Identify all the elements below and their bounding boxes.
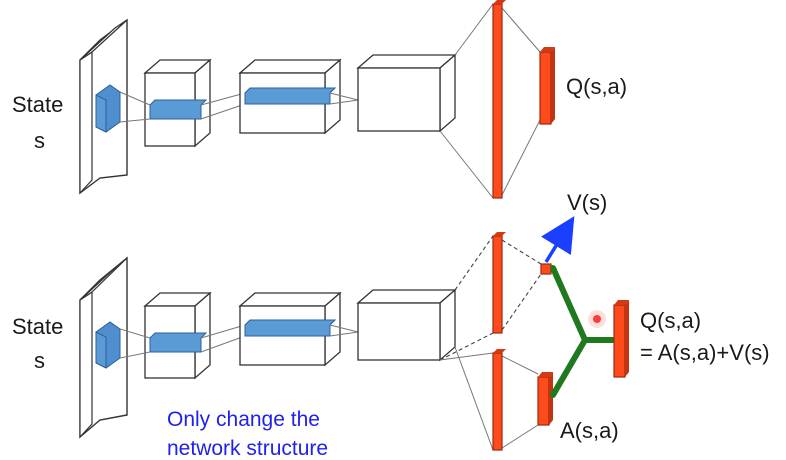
top-conv-block-2 bbox=[238, 58, 342, 135]
value-arrow bbox=[541, 216, 575, 263]
advantage-label: A(s,a) bbox=[560, 418, 619, 443]
top-network: State s Q(s,a) bbox=[12, 0, 627, 199]
top-conv-block-1 bbox=[143, 58, 212, 148]
bottom-advantage-stream-lines bbox=[439, 346, 539, 451]
bottom-input-filter bbox=[95, 321, 121, 369]
bottom-value-hidden-layer bbox=[492, 232, 506, 334]
top-conv-lines-2 bbox=[329, 92, 359, 105]
caption-line-2: network structure bbox=[167, 437, 328, 460]
top-q-label: Q(s,a) bbox=[566, 74, 627, 99]
bottom-value-stream-lines bbox=[439, 235, 542, 361]
value-label: V(s) bbox=[567, 190, 607, 215]
top-input-filter bbox=[95, 84, 121, 133]
bottom-conv-lines-2 bbox=[329, 324, 359, 337]
bottom-conv-block-2 bbox=[238, 291, 342, 367]
bottom-q-label: Q(s,a) bbox=[640, 308, 701, 333]
merge-branch bbox=[550, 265, 618, 398]
top-state-label: State bbox=[12, 92, 63, 117]
cursor-indicator-icon bbox=[588, 310, 606, 328]
bottom-q-formula: = A(s,a)+V(s) bbox=[640, 340, 770, 365]
bottom-network: State s V(s) A(s,a) Q(s,a) = A(s,a)+V(s) bbox=[12, 190, 770, 451]
top-hidden-layer bbox=[492, 0, 506, 199]
bottom-conv-lines-1 bbox=[119, 324, 246, 359]
bottom-conv-block-3 bbox=[356, 288, 457, 362]
bottom-conv-block-1 bbox=[143, 291, 212, 380]
top-conv-lines-1 bbox=[119, 91, 246, 123]
top-fc-lines bbox=[439, 3, 541, 199]
bottom-q-output-layer bbox=[613, 300, 629, 378]
top-state-symbol: s bbox=[34, 128, 45, 153]
bottom-value-output-unit bbox=[540, 263, 552, 275]
bottom-advantage-output-layer bbox=[537, 372, 553, 426]
bottom-state-symbol: s bbox=[34, 348, 45, 373]
bottom-advantage-hidden-layer bbox=[492, 349, 506, 451]
top-conv-block-3 bbox=[356, 53, 457, 133]
bottom-state-label: State bbox=[12, 314, 63, 339]
caption-line-1: Only change the bbox=[167, 408, 320, 431]
top-q-output-layer bbox=[539, 47, 555, 125]
